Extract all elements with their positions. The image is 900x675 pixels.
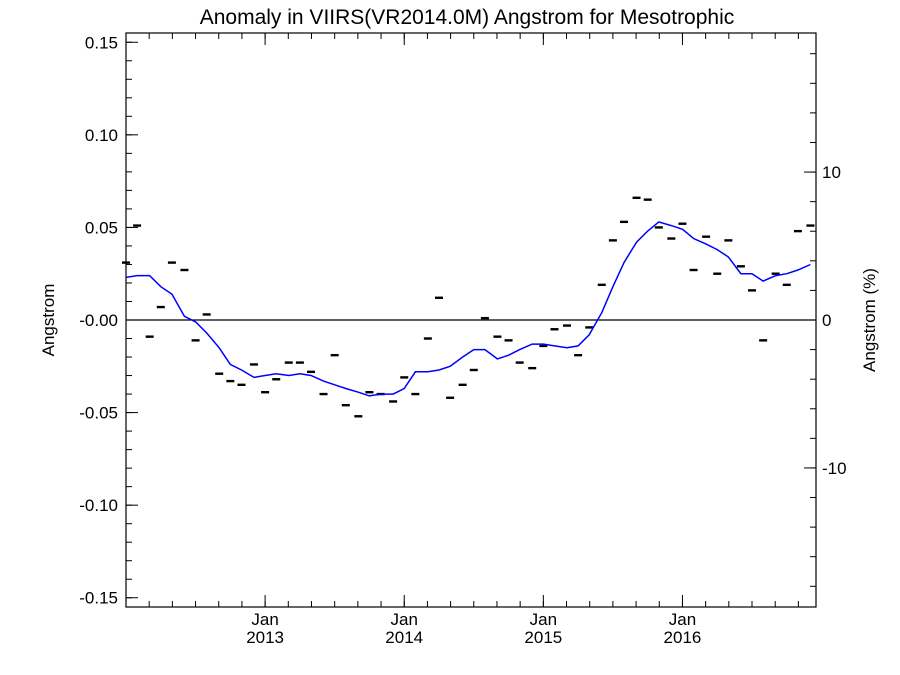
y-tick-label: -0.05 (79, 404, 118, 423)
y-right-tick-label: 0 (822, 311, 831, 330)
y-right-tick-label: -10 (822, 459, 847, 478)
y-right-tick-label: 10 (822, 163, 841, 182)
axis-labels: 0.15 0.10 0.05 -0.00 -0.05 -0.10 -0.15 10 0 -10 Ja… (79, 33, 846, 647)
y-axis-title-right: Angstrom (%) (860, 268, 879, 372)
x-tick-label-month: Jan (251, 610, 278, 629)
x-tick-label-year: 2014 (385, 628, 423, 647)
x-tick-label-month: Jan (391, 610, 418, 629)
x-tick-label-month: Jan (530, 610, 557, 629)
x-tick-label-year: 2015 (524, 628, 562, 647)
x-tick-label-year: 2016 (664, 628, 702, 647)
y-tick-label: 0.10 (85, 126, 118, 145)
data-marks (122, 196, 815, 418)
y-tick-label: -0.15 (79, 589, 118, 608)
x-tick-label-month: Jan (669, 610, 696, 629)
y-axis-title: Angstrom (39, 284, 58, 357)
x-tick-label-year: 2013 (246, 628, 284, 647)
y-tick-label: -0.10 (79, 496, 118, 515)
y-tick-label: 0.15 (85, 33, 118, 52)
y-tick-label: 0.05 (85, 218, 118, 237)
running-mean-line (125, 221, 811, 397)
y-tick-label: -0.00 (79, 311, 118, 330)
chart-title: Anomaly in VIIRS(VR2014.0M) Angstrom for… (200, 6, 735, 29)
